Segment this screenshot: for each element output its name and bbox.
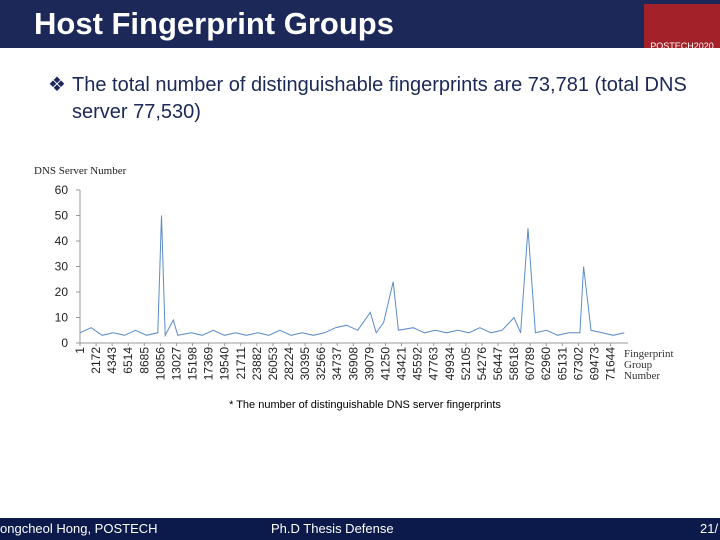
bullet: ❖ The total number of distinguishable fin… xyxy=(48,72,712,126)
x-tick-label: 67302 xyxy=(571,347,585,381)
x-tick-label: 23882 xyxy=(250,347,264,381)
x-tick-label: 34737 xyxy=(330,347,344,381)
footer-author: ongcheol Hong, POSTECH xyxy=(0,521,158,536)
x-tick-label: 10856 xyxy=(153,347,167,381)
x-tick-label: 19540 xyxy=(218,347,232,381)
y-tick-label: 0 xyxy=(61,336,68,350)
header-bar: Host Fingerprint Groups POSTECH2020 xyxy=(0,0,720,48)
bullet-marker: ❖ xyxy=(48,74,66,96)
x-tick-label: 49934 xyxy=(443,347,457,381)
footer: ongcheol Hong, POSTECH Ph.D Thesis Defen… xyxy=(0,518,720,540)
caption: * The number of distinguishable DNS serv… xyxy=(229,399,501,411)
x-tick-label: 62960 xyxy=(539,347,553,381)
y-tick-label: 60 xyxy=(55,183,69,197)
y-axis-title: DNS Server Number xyxy=(34,165,127,177)
x-tick-label: 4343 xyxy=(105,347,119,374)
x-tick-label: 17369 xyxy=(202,347,216,381)
x-tick-label: 15198 xyxy=(186,347,200,381)
x-tick-label: 71644 xyxy=(604,347,618,381)
slide-title: Host Fingerprint Groups xyxy=(34,6,394,41)
x-tick-label: 32566 xyxy=(314,347,328,381)
x-tick-label: 65131 xyxy=(555,347,569,381)
y-tick-label: 40 xyxy=(55,234,69,248)
y-tick-label: 50 xyxy=(55,209,69,223)
x-tick-label: 41250 xyxy=(378,347,392,381)
chart: DNS Server Number 0 10 20 30 40 50 60 1 2172 4343… xyxy=(34,165,628,381)
x-tick-label: 26053 xyxy=(266,347,280,381)
x-tick-label: 56447 xyxy=(491,347,505,381)
x-tick-label: 58618 xyxy=(507,347,521,381)
x-tick-label: 28224 xyxy=(282,347,296,381)
x-tick-label: 43421 xyxy=(395,347,409,381)
x-tick-label: 39079 xyxy=(362,347,376,381)
logo: POSTECH2020 xyxy=(644,4,720,48)
data-line xyxy=(79,215,625,338)
x-tick-label: 47763 xyxy=(427,347,441,381)
x-tick-label: 1 xyxy=(73,347,87,354)
x-tick-label: 54276 xyxy=(475,347,489,381)
y-tick-label: 20 xyxy=(55,285,69,299)
x-tick-label: 2172 xyxy=(89,347,103,374)
x-tick-label: 6514 xyxy=(121,347,135,374)
x-tick-label: 8685 xyxy=(137,347,151,374)
x-axis-title: Fingerprint Group Number xyxy=(624,348,674,382)
footer-event: Ph.D Thesis Defense xyxy=(271,521,394,536)
bullet-text: The total number of distinguishable fing… xyxy=(72,74,687,123)
x-tick-label: 21711 xyxy=(234,347,248,380)
x-tick-label: 60789 xyxy=(523,347,537,381)
x-tick-label: 52105 xyxy=(459,347,473,381)
x-tick-label: 30395 xyxy=(298,347,312,381)
x-tick-label: 13027 xyxy=(169,347,183,381)
y-tick-label: 10 xyxy=(55,311,69,325)
y-tick-label: 30 xyxy=(55,260,69,274)
footer-page: 21/ xyxy=(700,521,719,536)
x-tick-label: 69473 xyxy=(587,347,601,381)
x-tick-label: 36908 xyxy=(346,347,360,381)
x-tick-label: 45592 xyxy=(411,347,425,381)
